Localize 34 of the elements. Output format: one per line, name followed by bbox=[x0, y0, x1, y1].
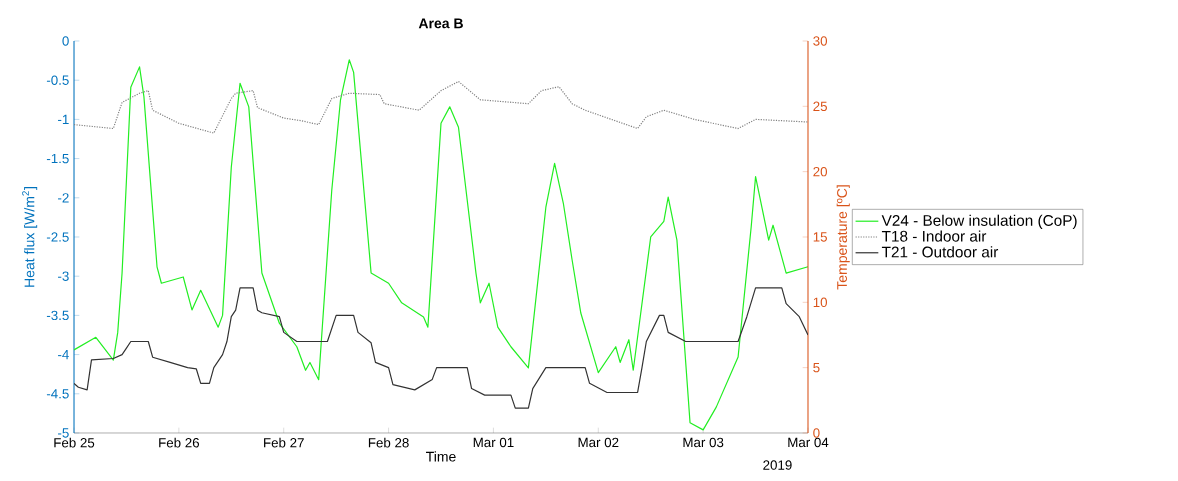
chart-title: Area B bbox=[418, 18, 463, 29]
y2-tick-label: 30 bbox=[813, 36, 828, 46]
x-tick-label: Feb 25 bbox=[54, 437, 95, 448]
y2-tick-label: 0 bbox=[813, 428, 820, 438]
y-tick-label: -2.5 bbox=[46, 232, 69, 242]
y-tick-label: -3 bbox=[58, 271, 69, 281]
x-tick-label: Feb 26 bbox=[159, 437, 200, 448]
y-tick-label: 0 bbox=[62, 36, 69, 46]
x-axis-title: Time bbox=[426, 451, 456, 462]
y-tick-label: -0.5 bbox=[46, 75, 69, 85]
x-tick-label: Mar 01 bbox=[473, 437, 514, 448]
y2-tick-label: 25 bbox=[813, 101, 827, 112]
legend-label: T18 - Indoor air bbox=[881, 230, 987, 242]
y2-tick-label: 20 bbox=[813, 166, 828, 177]
y-tick-label: -2 bbox=[58, 193, 69, 203]
y-tick-label: -4 bbox=[58, 349, 69, 360]
x-tick-label: Mar 04 bbox=[788, 437, 829, 448]
y-tick-label: -3.5 bbox=[46, 310, 69, 321]
legend-label: T21 - Outdoor air bbox=[881, 246, 999, 258]
y2-tick-label: 10 bbox=[813, 297, 828, 308]
x-tick-label: Feb 27 bbox=[264, 437, 304, 448]
x-tick-label: Feb 28 bbox=[368, 437, 409, 448]
y2-tick-label: 5 bbox=[813, 362, 820, 373]
y-tick-label: -1.5 bbox=[46, 153, 69, 164]
x-tick-label: Mar 03 bbox=[683, 437, 724, 448]
y2-tick-label: 15 bbox=[813, 232, 827, 242]
y-tick-label: -4.5 bbox=[46, 389, 69, 399]
y-tick-label: -1 bbox=[58, 114, 69, 124]
y2-axis-title: Temperature [ºC] bbox=[836, 185, 850, 290]
legend-label: V24 - Below insulation (CoP) bbox=[881, 214, 1077, 229]
text: 2019 bbox=[763, 460, 792, 470]
y-tick-label: -5 bbox=[58, 428, 69, 438]
x-tick-label: Mar 02 bbox=[578, 437, 619, 448]
y-axis-title: Heat flux [W/m$^{2}$] bbox=[22, 187, 38, 287]
